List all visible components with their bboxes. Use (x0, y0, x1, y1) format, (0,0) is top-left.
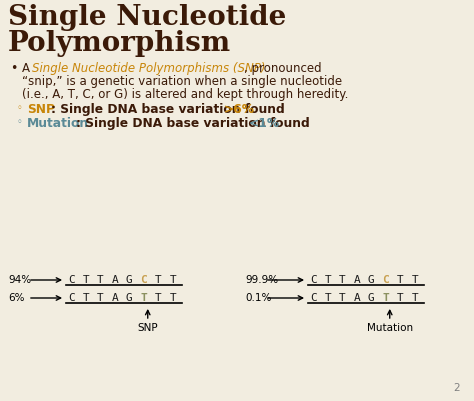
Text: ◦: ◦ (17, 103, 23, 113)
Text: 94%: 94% (8, 275, 31, 285)
Text: A: A (354, 275, 360, 285)
Text: , pronounced: , pronounced (244, 62, 322, 75)
Text: “snip,” is a genetic variation when a single nucleotide: “snip,” is a genetic variation when a si… (22, 75, 342, 88)
Text: T: T (82, 275, 89, 285)
Text: >6%: >6% (224, 103, 255, 116)
Text: Single Nucleotide: Single Nucleotide (8, 4, 286, 31)
Text: Mutation: Mutation (367, 323, 413, 333)
Text: T: T (170, 275, 176, 285)
Text: SNP: SNP (137, 323, 158, 333)
Text: C: C (68, 275, 75, 285)
Text: T: T (397, 275, 404, 285)
Text: A: A (22, 62, 34, 75)
Text: C: C (383, 275, 389, 285)
Text: T: T (140, 293, 147, 303)
Text: G: G (368, 293, 375, 303)
Text: Polymorphism: Polymorphism (8, 30, 231, 57)
Text: T: T (97, 293, 104, 303)
Text: T: T (170, 293, 176, 303)
Text: T: T (383, 293, 389, 303)
Text: Mutation: Mutation (27, 117, 89, 130)
Text: 6%: 6% (8, 293, 25, 303)
Text: 0.1%: 0.1% (245, 293, 272, 303)
Text: T: T (325, 275, 331, 285)
Text: G: G (126, 293, 133, 303)
Text: G: G (126, 275, 133, 285)
Text: T: T (97, 275, 104, 285)
Text: •: • (10, 62, 18, 75)
Text: C: C (310, 275, 317, 285)
Text: T: T (339, 293, 346, 303)
Text: C: C (140, 275, 147, 285)
Text: A: A (111, 275, 118, 285)
Text: Single Nucleotide Polymorphisms (SNP): Single Nucleotide Polymorphisms (SNP) (32, 62, 265, 75)
Text: T: T (411, 275, 418, 285)
Text: G: G (368, 275, 375, 285)
Text: (i.e., A, T, C, or G) is altered and kept through heredity.: (i.e., A, T, C, or G) is altered and kep… (22, 88, 348, 101)
Text: T: T (397, 293, 404, 303)
Text: 2: 2 (453, 383, 460, 393)
Text: : Single DNA base variation found: : Single DNA base variation found (51, 103, 289, 116)
Text: T: T (155, 293, 162, 303)
Text: <1%: <1% (249, 117, 280, 130)
Text: C: C (68, 293, 75, 303)
Text: T: T (82, 293, 89, 303)
Text: ◦: ◦ (17, 117, 23, 127)
Text: A: A (354, 293, 360, 303)
Text: : Single DNA base variation found: : Single DNA base variation found (76, 117, 314, 130)
Text: T: T (155, 275, 162, 285)
Text: T: T (411, 293, 418, 303)
Text: SNP: SNP (27, 103, 55, 116)
Text: C: C (310, 293, 317, 303)
Text: 99.9%: 99.9% (245, 275, 278, 285)
Text: T: T (339, 275, 346, 285)
Text: A: A (111, 293, 118, 303)
Text: T: T (325, 293, 331, 303)
